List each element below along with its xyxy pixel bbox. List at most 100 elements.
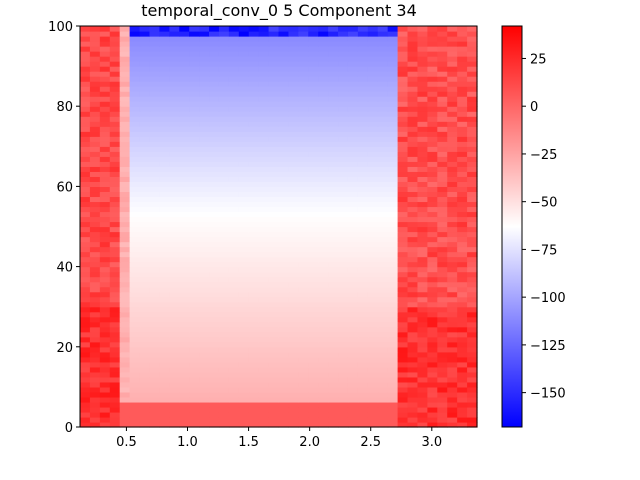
heatmap-cell [457, 381, 468, 388]
heatmap-cell [238, 141, 250, 147]
heatmap-cell [397, 226, 409, 233]
heatmap-cell [258, 101, 270, 107]
heatmap-cell [278, 31, 290, 37]
heatmap-cell [169, 56, 180, 62]
heatmap-cell [139, 236, 151, 243]
heatmap-cell [228, 136, 240, 142]
heatmap-cell [149, 326, 160, 333]
heatmap-cell [457, 281, 468, 288]
heatmap-cell [248, 216, 260, 223]
heatmap-cell [159, 181, 170, 187]
heatmap-cell [129, 51, 141, 57]
heatmap-cell [129, 321, 141, 328]
heatmap-cell [308, 71, 319, 77]
heatmap-cell [288, 51, 299, 57]
heatmap-cell [347, 366, 359, 373]
heatmap-cell [367, 181, 379, 187]
heatmap-cell [367, 36, 379, 42]
heatmap-cell [99, 341, 111, 348]
heatmap-cell [169, 371, 180, 378]
heatmap-cell [179, 146, 190, 152]
heatmap-cell [119, 421, 131, 428]
heatmap-cell [347, 286, 359, 293]
heatmap-cell [278, 331, 290, 338]
heatmap-cell [347, 301, 359, 308]
heatmap-cell [298, 136, 309, 142]
heatmap-cell [427, 381, 438, 388]
heatmap-cell [367, 351, 379, 358]
heatmap-cell [308, 31, 319, 37]
heatmap-cell [238, 136, 250, 142]
heatmap-cell [89, 421, 101, 428]
heatmap-cell [129, 196, 141, 203]
heatmap-cell [347, 196, 359, 203]
heatmap-cell [258, 86, 270, 92]
heatmap-cell [159, 171, 170, 177]
heatmap-cell [199, 391, 210, 398]
heatmap-cell [238, 331, 250, 338]
heatmap-cell [228, 66, 240, 72]
heatmap-cell [80, 366, 91, 373]
heatmap-cell [159, 116, 170, 122]
heatmap-cell [357, 261, 369, 268]
heatmap-cell [218, 91, 230, 97]
heatmap-cell [377, 86, 389, 92]
heatmap-cell [318, 381, 329, 388]
heatmap-cell [209, 346, 220, 353]
heatmap-cell [288, 66, 299, 72]
heatmap-cell [357, 341, 369, 348]
heatmap-cell [357, 186, 369, 193]
heatmap-cell [228, 311, 240, 318]
heatmap-cell [357, 386, 369, 393]
heatmap-cell [357, 391, 369, 398]
heatmap-cell [189, 386, 200, 393]
heatmap-cell [238, 351, 250, 358]
heatmap-cell [109, 56, 121, 62]
heatmap-cell [248, 161, 260, 167]
heatmap-cell [417, 86, 428, 92]
heatmap-cell [417, 251, 428, 258]
heatmap-cell [467, 131, 478, 137]
heatmap-cell [258, 136, 270, 142]
heatmap-cell [298, 341, 309, 348]
heatmap-cell [298, 291, 309, 298]
heatmap-cell [407, 201, 419, 208]
heatmap-cell [119, 106, 131, 112]
heatmap-cell [80, 276, 91, 283]
heatmap-cell [367, 206, 379, 213]
heatmap-cell [129, 236, 141, 243]
heatmap-cell [427, 136, 438, 142]
heatmap-cell [218, 256, 230, 263]
heatmap-cell [89, 286, 101, 293]
heatmap-cell [367, 81, 379, 87]
heatmap-cell [387, 166, 399, 172]
heatmap-cell [80, 186, 91, 193]
heatmap-cell [427, 266, 438, 273]
heatmap-cell [119, 261, 131, 268]
heatmap-cell [199, 81, 210, 87]
heatmap-cell [357, 351, 369, 358]
heatmap-cell [328, 331, 339, 338]
heatmap-cell [387, 56, 399, 62]
heatmap-cell [189, 171, 200, 177]
heatmap-cell [248, 76, 260, 82]
heatmap-cell [387, 396, 399, 403]
x-tick-label: 0.5 [116, 435, 137, 450]
heatmap-cell [228, 386, 240, 393]
heatmap-cell [328, 176, 339, 182]
heatmap-cell [387, 331, 399, 338]
heatmap-cell [278, 111, 290, 117]
heatmap-cell [288, 256, 299, 263]
heatmap-cell [397, 341, 409, 348]
heatmap-cell [139, 246, 151, 253]
heatmap-cell [139, 296, 151, 303]
heatmap-cell [268, 161, 280, 167]
heatmap-cell [278, 216, 290, 223]
heatmap-cell [377, 406, 389, 413]
heatmap-cell [338, 356, 349, 363]
heatmap-cell [109, 186, 121, 193]
heatmap-cell [248, 316, 260, 323]
heatmap-cell [159, 296, 170, 303]
heatmap-cell [288, 381, 299, 388]
heatmap-cell [278, 191, 290, 198]
